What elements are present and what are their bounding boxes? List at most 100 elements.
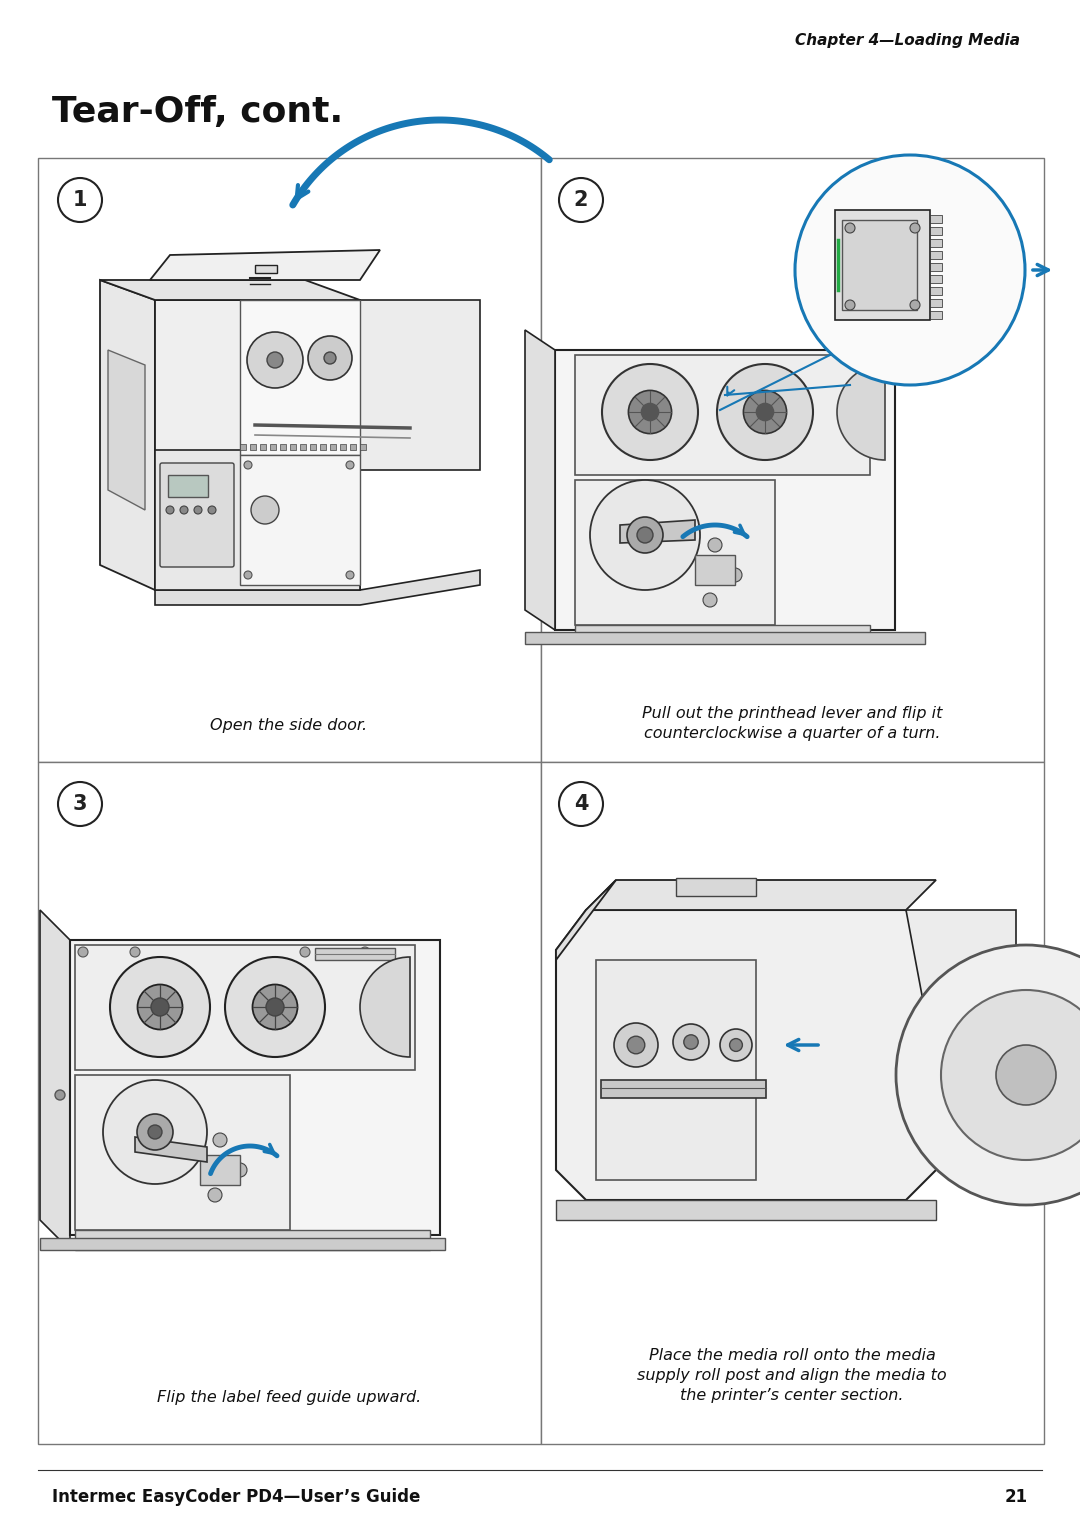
Circle shape	[845, 300, 855, 309]
Wedge shape	[837, 365, 885, 460]
Circle shape	[225, 958, 325, 1057]
Polygon shape	[620, 519, 696, 542]
Circle shape	[629, 391, 672, 434]
Bar	[541, 761, 1044, 1445]
Bar	[240, 455, 360, 585]
Circle shape	[910, 300, 920, 309]
Wedge shape	[360, 958, 410, 1057]
Bar	[280, 444, 286, 450]
Bar	[75, 1075, 291, 1230]
Bar	[600, 1080, 766, 1098]
Circle shape	[266, 997, 284, 1016]
Bar	[842, 221, 917, 309]
Circle shape	[308, 336, 352, 380]
Bar	[930, 276, 942, 283]
Polygon shape	[525, 329, 555, 630]
Circle shape	[58, 178, 102, 222]
Bar	[240, 300, 360, 455]
Polygon shape	[156, 300, 360, 590]
Bar	[575, 625, 870, 643]
Polygon shape	[556, 879, 616, 961]
Bar	[930, 251, 942, 259]
Circle shape	[267, 352, 283, 368]
Circle shape	[941, 990, 1080, 1160]
Bar	[930, 239, 942, 247]
Bar	[270, 444, 276, 450]
Bar	[930, 264, 942, 271]
Circle shape	[244, 461, 252, 469]
Bar	[249, 444, 256, 450]
Polygon shape	[360, 300, 480, 470]
Bar	[320, 444, 326, 450]
Bar	[676, 878, 756, 896]
Circle shape	[910, 224, 920, 233]
Text: 4: 4	[573, 794, 589, 813]
Circle shape	[148, 1124, 162, 1138]
Circle shape	[151, 997, 168, 1016]
Bar	[260, 444, 266, 450]
Circle shape	[684, 1034, 698, 1049]
Bar	[575, 355, 870, 475]
Circle shape	[743, 391, 786, 434]
Bar	[255, 265, 276, 273]
Circle shape	[137, 1114, 173, 1151]
Circle shape	[673, 1023, 708, 1060]
Circle shape	[103, 1080, 207, 1184]
Text: Place the media roll onto the media
supply roll post and align the media to
the : Place the media roll onto the media supp…	[637, 1348, 947, 1403]
Bar	[38, 158, 541, 761]
Circle shape	[996, 1045, 1056, 1105]
Bar	[930, 311, 942, 319]
Circle shape	[244, 571, 252, 579]
Bar	[350, 444, 356, 450]
Circle shape	[346, 571, 354, 579]
Circle shape	[559, 178, 603, 222]
Text: Chapter 4—Loading Media: Chapter 4—Loading Media	[795, 32, 1020, 47]
Bar	[930, 214, 942, 224]
Bar	[38, 761, 541, 1445]
Circle shape	[703, 593, 717, 607]
Circle shape	[728, 568, 742, 582]
Text: 3: 3	[72, 794, 87, 813]
Circle shape	[637, 527, 653, 542]
Bar	[291, 444, 296, 450]
Polygon shape	[156, 570, 480, 605]
Bar	[835, 210, 930, 320]
Circle shape	[559, 781, 603, 826]
Circle shape	[130, 947, 140, 958]
Circle shape	[251, 496, 279, 524]
Bar	[930, 299, 942, 306]
Circle shape	[78, 947, 87, 958]
Bar	[555, 349, 895, 630]
Circle shape	[137, 985, 183, 1030]
Bar	[310, 444, 316, 450]
Bar	[330, 444, 336, 450]
Polygon shape	[108, 349, 145, 510]
Polygon shape	[40, 910, 70, 1250]
Text: Tear-Off, cont.: Tear-Off, cont.	[52, 95, 343, 129]
Circle shape	[730, 1039, 742, 1051]
Circle shape	[590, 480, 700, 590]
Text: Flip the label feed guide upward.: Flip the label feed guide upward.	[157, 1390, 421, 1405]
Circle shape	[708, 538, 723, 552]
Bar	[340, 444, 346, 450]
Bar	[525, 633, 924, 643]
Circle shape	[642, 403, 659, 421]
Circle shape	[756, 403, 773, 421]
Polygon shape	[135, 1137, 207, 1161]
Circle shape	[602, 365, 698, 460]
Circle shape	[194, 506, 202, 515]
Polygon shape	[150, 250, 380, 280]
Circle shape	[166, 506, 174, 515]
Text: 21: 21	[1004, 1488, 1028, 1506]
Circle shape	[110, 958, 210, 1057]
Text: Intermec EasyCoder PD4—User’s Guide: Intermec EasyCoder PD4—User’s Guide	[52, 1488, 420, 1506]
Bar	[575, 480, 775, 625]
Circle shape	[627, 516, 663, 553]
Bar	[315, 948, 395, 961]
Bar	[300, 444, 306, 450]
Polygon shape	[100, 280, 156, 590]
Circle shape	[346, 461, 354, 469]
Circle shape	[58, 781, 102, 826]
Bar	[40, 1238, 445, 1250]
Polygon shape	[586, 879, 936, 910]
